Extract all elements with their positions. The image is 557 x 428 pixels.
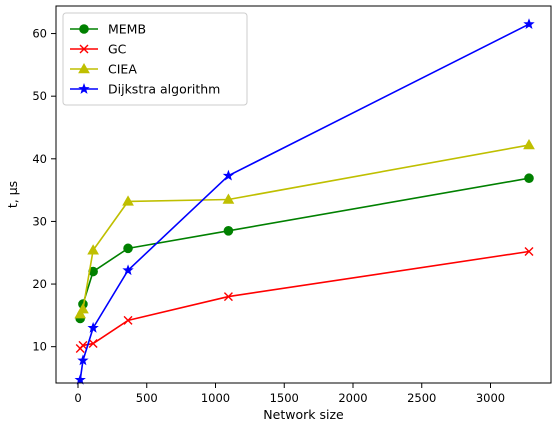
series-line-dijkstra-algorithm <box>79 23 530 380</box>
y-tick-label: 30 <box>32 214 47 228</box>
data-point-gc <box>223 292 233 302</box>
x-tick-label: 1000 <box>201 391 230 405</box>
data-point-gc-stroke <box>78 340 88 350</box>
legend-item-dijkstra-algorithm: Dijkstra algorithm <box>70 82 220 97</box>
legend-marker-stroke <box>79 44 89 54</box>
data-point-dijkstra-algorithm <box>122 264 134 276</box>
x-tick-label: 500 <box>136 391 158 405</box>
data-point-gc-stroke <box>88 339 98 349</box>
data-point-ciea <box>122 195 134 206</box>
data-point-memb <box>223 226 234 236</box>
series-layer <box>74 18 535 385</box>
legend-item-gc: GC <box>70 42 127 57</box>
data-point-gc <box>524 246 534 256</box>
legend-marker <box>78 62 90 74</box>
legend: MEMB GC CIEA Dijkstra algorithm <box>62 12 248 106</box>
data-point-gc <box>78 340 88 350</box>
legend-label: GC <box>108 42 127 57</box>
series-gc <box>75 246 534 354</box>
legend-marker <box>78 83 90 94</box>
legend-frame <box>62 12 248 106</box>
legend-label: CIEA <box>108 62 137 77</box>
y-axis: 10 20 30 40 50 60 <box>32 27 56 354</box>
data-point-dijkstra-algorithm <box>74 373 86 385</box>
legend-marker <box>79 44 89 54</box>
legend-marker <box>79 24 89 34</box>
data-point-dijkstra-algorithm <box>523 18 535 29</box>
x-tick-label: 1500 <box>270 391 299 405</box>
data-point-dijkstra-algorithm <box>77 354 89 366</box>
data-point-dijkstra-algorithm <box>222 169 235 181</box>
legend-label: MEMB <box>108 22 146 37</box>
data-point-ciea <box>77 303 89 314</box>
x-axis: 0 500 1000 1500 2000 2500 3000 <box>74 383 505 405</box>
series-ciea <box>74 139 535 319</box>
x-tick-label: 2500 <box>407 391 436 405</box>
y-tick-label: 40 <box>32 152 47 166</box>
legend-item-ciea: CIEA <box>70 62 137 77</box>
data-point-ciea <box>74 308 87 319</box>
data-point-gc-stroke <box>223 292 233 302</box>
y-axis-label: t, µs <box>5 181 20 208</box>
data-point-gc-stroke <box>123 315 133 325</box>
legend-label: Dijkstra algorithm <box>108 82 220 97</box>
legend-item-memb: MEMB <box>70 22 146 37</box>
y-tick-label: 20 <box>32 277 47 291</box>
x-tick-label: 2000 <box>338 391 367 405</box>
data-point-gc <box>88 339 98 349</box>
series-dijkstra-algorithm <box>74 18 535 385</box>
data-point-ciea <box>87 244 99 255</box>
x-tick-label: 0 <box>74 391 81 405</box>
data-point-memb <box>123 243 133 254</box>
data-point-gc-stroke <box>524 246 534 256</box>
y-tick-label: 10 <box>32 340 47 354</box>
plot-frame <box>55 5 552 384</box>
data-point-ciea <box>222 193 235 204</box>
data-point-gc <box>123 315 133 325</box>
data-point-memb <box>524 173 534 184</box>
x-axis-label: Network size <box>263 407 344 422</box>
data-point-dijkstra-algorithm <box>87 321 99 333</box>
y-tick-label: 60 <box>32 27 47 41</box>
y-tick-label: 50 <box>32 89 47 103</box>
x-tick-label: 3000 <box>476 391 505 405</box>
data-point-ciea <box>523 139 535 150</box>
